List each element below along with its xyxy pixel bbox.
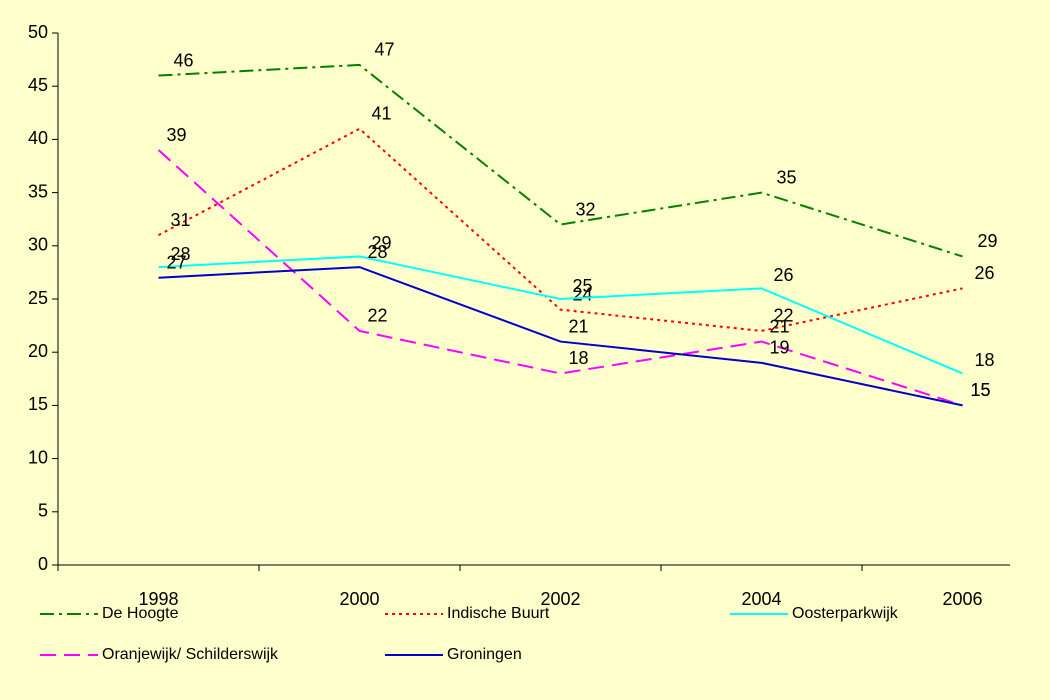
data-label: 18 [974, 350, 994, 370]
data-label: 29 [977, 231, 997, 251]
data-label: 26 [974, 263, 994, 283]
data-label: 18 [568, 348, 588, 368]
series-line [158, 266, 963, 407]
data-label: 46 [173, 50, 193, 70]
y-tick-label: 40 [28, 128, 48, 148]
data-label: 15 [970, 380, 990, 400]
data-label: 22 [367, 306, 387, 326]
data-label: 31 [170, 210, 190, 230]
x-tick-label: 2006 [942, 589, 982, 609]
data-label: 22 [773, 306, 793, 326]
y-tick-label: 25 [28, 288, 48, 308]
y-tick-label: 5 [38, 501, 48, 521]
data-label: 21 [568, 316, 588, 336]
x-tick-label: 1998 [138, 589, 178, 609]
x-tick-label: 2002 [540, 589, 580, 609]
series-line [158, 127, 963, 332]
legend-label: Oosterparkwijk [792, 605, 899, 622]
legend-label: De Hoogte [102, 605, 179, 622]
y-tick-label: 50 [28, 22, 48, 42]
data-label: 35 [776, 167, 796, 187]
data-label: 41 [371, 104, 391, 124]
series-line [158, 255, 963, 375]
series-line [158, 63, 963, 258]
data-label: 28 [367, 242, 387, 262]
y-tick-label: 45 [28, 75, 48, 95]
data-label: 39 [166, 125, 186, 145]
legend-label: Indische Buurt [447, 605, 550, 622]
data-label: 47 [374, 40, 394, 60]
y-tick-label: 15 [28, 394, 48, 414]
data-label: 27 [166, 252, 186, 272]
legend-label: Groningen [447, 646, 522, 663]
data-label: 32 [575, 199, 595, 219]
data-label: 28 [170, 244, 190, 264]
data-label: 24 [572, 284, 592, 304]
data-label: 25 [572, 276, 592, 296]
y-tick-label: 0 [38, 554, 48, 574]
x-tick-label: 2004 [741, 589, 781, 609]
y-tick-label: 30 [28, 235, 48, 255]
data-label: 21 [769, 316, 789, 336]
data-label: 26 [773, 265, 793, 285]
y-tick-label: 20 [28, 341, 48, 361]
data-label: 15 [970, 380, 990, 400]
x-tick-label: 2000 [339, 589, 379, 609]
y-tick-label: 10 [28, 447, 48, 467]
data-label: 19 [769, 338, 789, 358]
data-label: 29 [371, 233, 391, 253]
y-tick-label: 35 [28, 181, 48, 201]
series-line [157, 149, 963, 407]
legend-label: Oranjewijk/ Schilderswijk [102, 646, 279, 663]
